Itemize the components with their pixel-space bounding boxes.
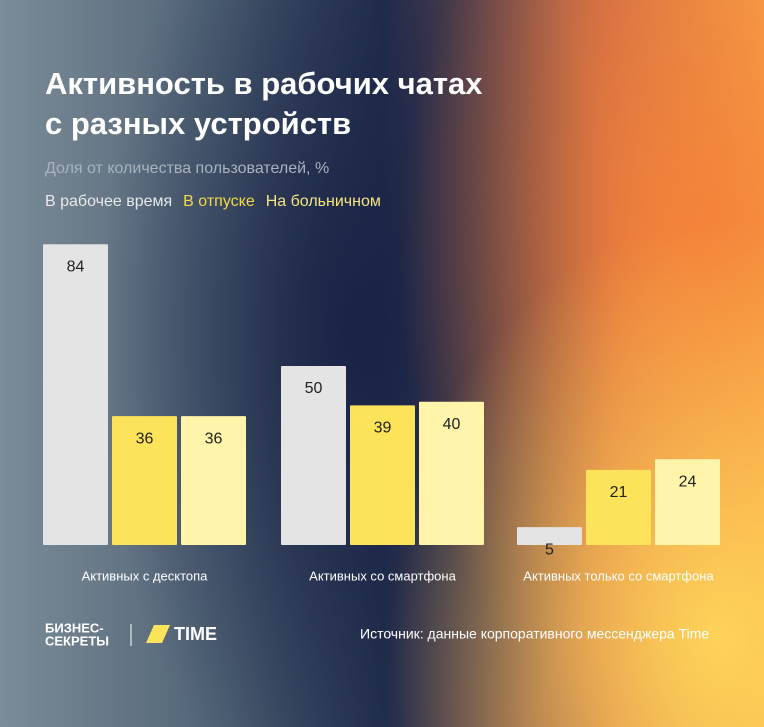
value-label: 39 [374, 420, 392, 437]
value-label: 36 [136, 430, 154, 447]
legend-entry: В отпуске [183, 193, 255, 210]
bar [517, 527, 582, 545]
bar [586, 469, 651, 545]
bar [112, 416, 177, 545]
legend-entry: На больничном [266, 193, 381, 210]
bar [181, 416, 246, 545]
chart-title: Активность в рабочих чатах [45, 66, 483, 101]
bar [43, 244, 108, 545]
bar [281, 366, 346, 545]
brand: БИЗНЕС- [45, 620, 104, 635]
value-label: 5 [545, 541, 554, 558]
bar [655, 459, 720, 545]
source: Источник: данные корпоративного мессендж… [360, 626, 709, 642]
subtitle: Доля от количества пользователей, % [45, 160, 329, 177]
value-label: 36 [205, 430, 223, 447]
value-label: 50 [305, 380, 323, 397]
value-label: 84 [67, 258, 85, 275]
value-label: 21 [610, 484, 628, 501]
brand: TIME [174, 624, 217, 644]
value-label: 40 [443, 416, 461, 433]
brand: СЕКРЕТЫ [45, 633, 109, 648]
bar [419, 401, 484, 545]
category-label: Активных с десктопа [82, 568, 209, 583]
category-label: Активных только со смартфона [523, 568, 714, 583]
legend-entry: В рабочее время [45, 193, 172, 210]
chart-title: с разных устройств [45, 106, 351, 141]
time-logo [146, 625, 170, 643]
value-label: 24 [679, 473, 697, 490]
bar [350, 405, 415, 545]
category-label: Активных со смартфона [309, 568, 456, 583]
